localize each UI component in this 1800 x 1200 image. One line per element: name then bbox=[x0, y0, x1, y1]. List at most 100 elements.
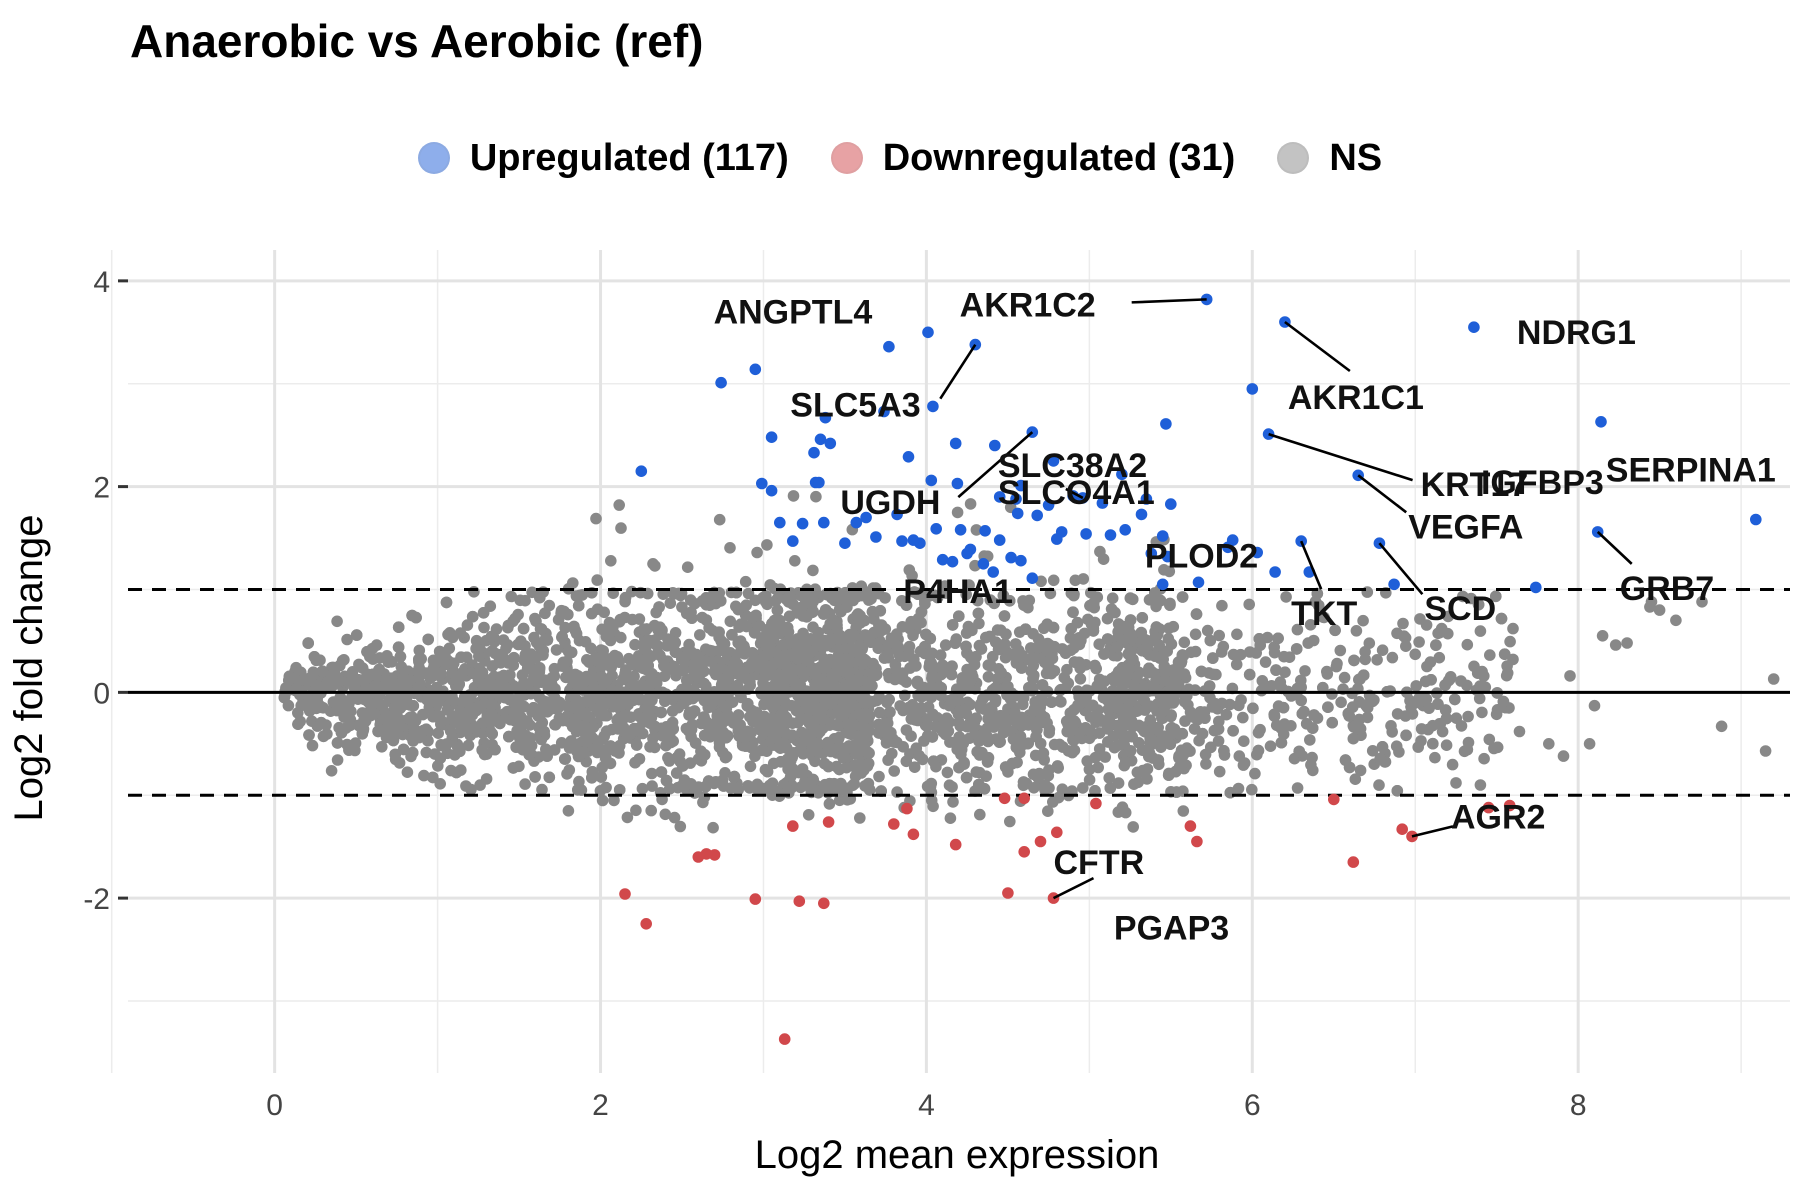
ns-point bbox=[328, 666, 341, 679]
ns-point bbox=[713, 513, 726, 526]
ns-point bbox=[529, 771, 541, 783]
ns-point bbox=[1491, 741, 1504, 754]
ns-point bbox=[833, 782, 845, 795]
ns-point bbox=[1216, 599, 1228, 612]
ns-point bbox=[774, 688, 786, 701]
ns-point bbox=[1513, 725, 1526, 738]
upregulated-point bbox=[979, 525, 991, 537]
ns-point bbox=[1017, 691, 1030, 704]
ns-point bbox=[1212, 723, 1225, 735]
ns-point bbox=[563, 764, 576, 776]
ns-point bbox=[545, 675, 557, 687]
ns-point bbox=[490, 713, 503, 725]
ns-point bbox=[356, 728, 369, 740]
ns-point bbox=[539, 607, 551, 620]
ns-point bbox=[858, 759, 870, 772]
ns-point bbox=[486, 728, 499, 740]
upregulated-point bbox=[814, 433, 827, 446]
ns-point bbox=[863, 747, 875, 759]
upregulated-point bbox=[930, 523, 942, 535]
ns-point bbox=[466, 610, 479, 623]
ns-point bbox=[1031, 724, 1043, 736]
ns-point bbox=[1759, 745, 1772, 757]
upregulated-point bbox=[813, 476, 825, 489]
ns-point bbox=[613, 784, 626, 796]
ns-point bbox=[813, 684, 825, 696]
ns-point bbox=[1101, 694, 1114, 706]
upregulated-point bbox=[878, 405, 890, 418]
ns-point bbox=[1385, 720, 1397, 732]
ns-point bbox=[953, 610, 965, 622]
ns-point bbox=[865, 593, 877, 605]
downregulated-point bbox=[901, 802, 913, 815]
label-connector bbox=[1052, 876, 1095, 900]
ns-point bbox=[1233, 750, 1246, 762]
ns-point bbox=[1173, 750, 1185, 762]
downregulated-point bbox=[1018, 846, 1030, 858]
ns-point bbox=[1419, 675, 1432, 688]
ns-point bbox=[1421, 660, 1433, 673]
ns-point bbox=[652, 623, 664, 636]
ns-point bbox=[897, 704, 909, 717]
ns-point bbox=[1645, 596, 1658, 608]
ns-point bbox=[343, 695, 355, 708]
ns-point bbox=[919, 689, 932, 701]
downregulated-point bbox=[1347, 856, 1360, 868]
upregulated-point bbox=[891, 508, 903, 521]
ns-point bbox=[946, 781, 958, 793]
upregulated-point bbox=[1161, 550, 1174, 563]
ns-point bbox=[1311, 712, 1324, 724]
ns-point bbox=[1103, 772, 1115, 784]
ns-point bbox=[413, 680, 426, 693]
ns-point bbox=[1189, 628, 1202, 641]
ns-point bbox=[696, 595, 709, 607]
ns-point bbox=[1009, 638, 1022, 650]
gene-label: GRB7 bbox=[1620, 570, 1714, 608]
ns-point bbox=[306, 739, 319, 752]
ns-point bbox=[1032, 772, 1044, 784]
ns-point bbox=[435, 715, 448, 727]
ns-point bbox=[1444, 671, 1457, 683]
ns-point bbox=[669, 646, 682, 658]
ns-point bbox=[520, 730, 532, 742]
upregulated-point bbox=[1051, 533, 1063, 545]
ns-point bbox=[816, 722, 829, 734]
ns-point bbox=[521, 657, 533, 670]
upregulated-point bbox=[949, 437, 962, 450]
upregulated-point bbox=[1468, 321, 1480, 334]
ns-point bbox=[645, 804, 657, 817]
x-tick-label: 4 bbox=[918, 1089, 935, 1122]
ns-point bbox=[1343, 710, 1355, 722]
ns-point bbox=[1498, 648, 1511, 660]
ns-point bbox=[1564, 670, 1576, 682]
ns-point bbox=[1111, 641, 1123, 653]
ns-point bbox=[1433, 651, 1446, 664]
ns-point bbox=[999, 651, 1012, 664]
ns-point bbox=[1399, 710, 1412, 722]
ns-point bbox=[626, 658, 639, 671]
ns-point bbox=[316, 665, 329, 678]
ns-point bbox=[537, 644, 550, 657]
label-connector bbox=[1357, 474, 1407, 514]
ns-point bbox=[510, 741, 522, 753]
ns-point bbox=[707, 723, 720, 736]
ns-point bbox=[666, 693, 678, 706]
ns-point bbox=[890, 736, 903, 749]
ns-point bbox=[907, 629, 919, 642]
ns-point bbox=[1074, 673, 1087, 685]
ns-point bbox=[924, 632, 937, 645]
upregulated-point bbox=[1145, 547, 1158, 560]
ns-point bbox=[1093, 743, 1106, 755]
ns-point bbox=[674, 820, 687, 833]
ns-point bbox=[613, 499, 625, 511]
ns-point bbox=[573, 709, 585, 721]
ns-point bbox=[453, 718, 466, 730]
ns-point bbox=[1296, 707, 1309, 720]
ns-point bbox=[1141, 773, 1153, 785]
ns-point bbox=[794, 781, 807, 794]
ns-point bbox=[1087, 597, 1100, 610]
ns-point bbox=[786, 751, 798, 764]
ns-point bbox=[302, 637, 315, 649]
ns-point bbox=[1299, 665, 1311, 677]
ns-point bbox=[530, 652, 542, 664]
